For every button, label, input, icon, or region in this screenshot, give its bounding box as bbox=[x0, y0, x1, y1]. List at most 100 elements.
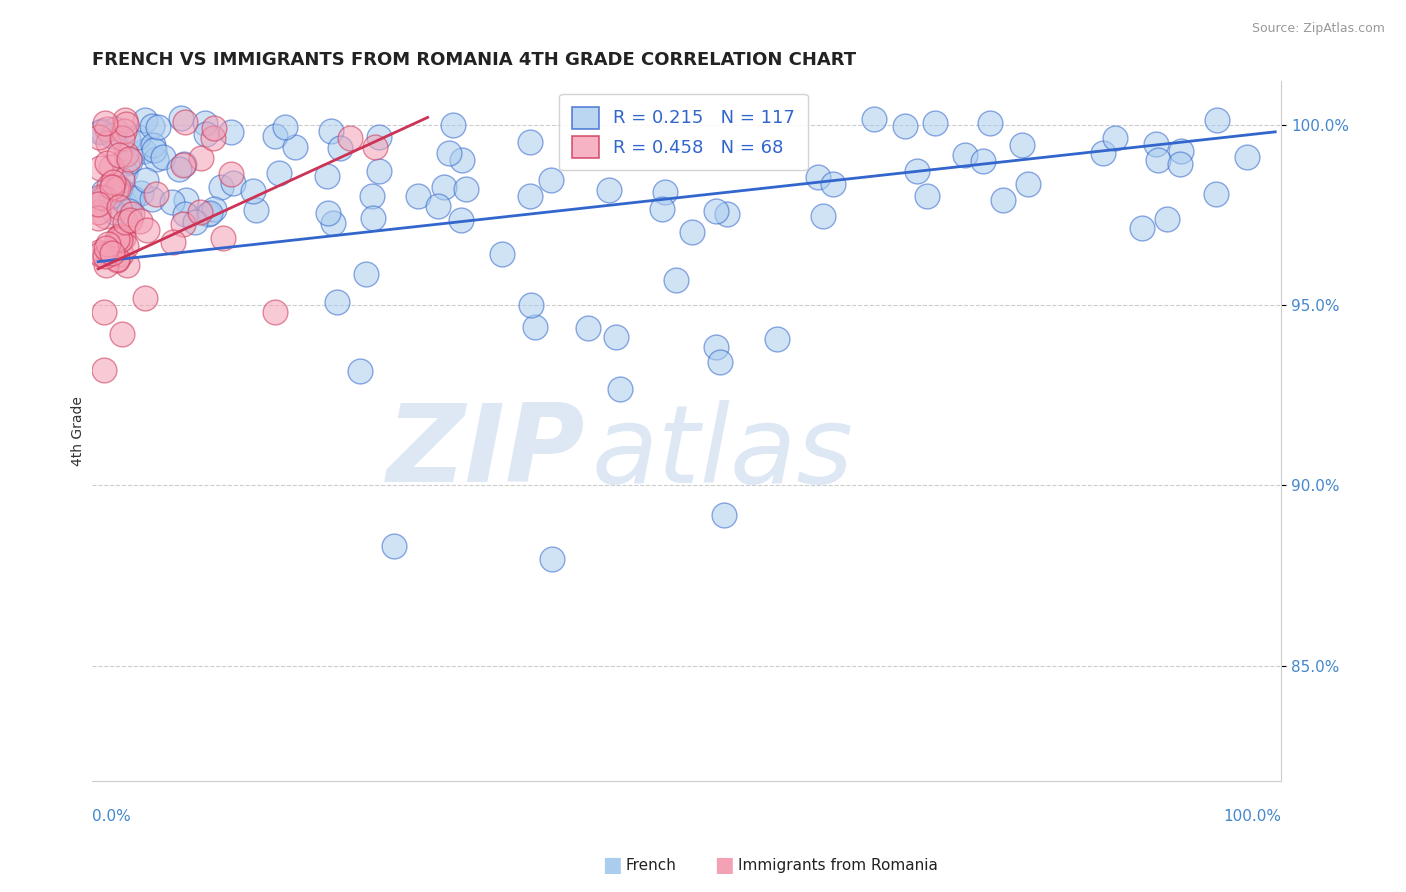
Point bbox=[267, 166, 290, 180]
Point bbox=[91, 124, 114, 138]
Point bbox=[118, 152, 141, 166]
Point bbox=[1092, 145, 1115, 160]
Point bbox=[245, 203, 267, 218]
Point bbox=[263, 305, 285, 319]
Point bbox=[96, 122, 118, 136]
Point bbox=[134, 291, 156, 305]
Point bbox=[94, 249, 117, 263]
Point bbox=[823, 178, 845, 192]
Point bbox=[1205, 187, 1227, 202]
Point bbox=[540, 173, 562, 187]
Point bbox=[713, 508, 735, 522]
Point bbox=[862, 112, 884, 126]
Point bbox=[120, 154, 142, 169]
Point bbox=[209, 180, 232, 194]
Point bbox=[111, 173, 134, 187]
Point bbox=[491, 246, 513, 260]
Point bbox=[354, 267, 377, 281]
Point bbox=[520, 298, 543, 312]
Point bbox=[195, 127, 218, 141]
Point bbox=[110, 326, 132, 341]
Point bbox=[349, 364, 371, 378]
Text: Immigrants from Romania: Immigrants from Romania bbox=[738, 858, 938, 872]
Point bbox=[96, 241, 118, 255]
Point bbox=[316, 205, 339, 219]
Text: FRENCH VS IMMIGRANTS FROM ROMANIA 4TH GRADE CORRELATION CHART: FRENCH VS IMMIGRANTS FROM ROMANIA 4TH GR… bbox=[93, 51, 856, 69]
Point bbox=[1236, 150, 1258, 164]
Point bbox=[893, 119, 915, 133]
Point bbox=[114, 215, 136, 229]
Point bbox=[991, 194, 1014, 208]
Point bbox=[115, 258, 138, 272]
Point bbox=[121, 207, 143, 221]
Point bbox=[188, 205, 211, 219]
Point bbox=[115, 239, 138, 253]
Point bbox=[1146, 153, 1168, 168]
Point bbox=[955, 148, 977, 162]
Point bbox=[408, 189, 430, 203]
Point bbox=[174, 193, 197, 207]
Point bbox=[89, 190, 111, 204]
Point bbox=[129, 186, 152, 200]
Text: atlas: atlas bbox=[592, 400, 853, 505]
Point bbox=[87, 130, 110, 145]
Point bbox=[219, 125, 242, 139]
Text: 100.0%: 100.0% bbox=[1223, 809, 1281, 824]
Point bbox=[98, 178, 121, 193]
Point bbox=[145, 187, 167, 202]
Point bbox=[97, 136, 120, 150]
Point bbox=[110, 247, 132, 261]
Point bbox=[94, 115, 117, 129]
Point bbox=[103, 204, 125, 219]
Point bbox=[101, 175, 124, 189]
Point bbox=[201, 131, 224, 145]
Point bbox=[979, 116, 1001, 130]
Point bbox=[319, 124, 342, 138]
Point bbox=[361, 211, 384, 225]
Point bbox=[437, 145, 460, 160]
Point bbox=[100, 188, 122, 202]
Point bbox=[222, 176, 245, 190]
Point bbox=[807, 169, 830, 184]
Point bbox=[104, 182, 127, 196]
Point bbox=[87, 245, 110, 260]
Point bbox=[609, 382, 631, 396]
Point bbox=[134, 112, 156, 127]
Point bbox=[339, 131, 361, 145]
Point bbox=[813, 209, 835, 223]
Point bbox=[450, 213, 472, 227]
Point bbox=[87, 197, 110, 211]
Point bbox=[105, 252, 128, 267]
Point bbox=[110, 229, 132, 244]
Point bbox=[117, 156, 139, 170]
Point bbox=[143, 143, 166, 157]
Point bbox=[427, 199, 450, 213]
Point bbox=[212, 231, 235, 245]
Point bbox=[368, 130, 391, 145]
Legend: R = 0.215   N = 117, R = 0.458   N = 68: R = 0.215 N = 117, R = 0.458 N = 68 bbox=[560, 94, 807, 170]
Point bbox=[141, 120, 163, 134]
Point bbox=[114, 165, 136, 179]
Point bbox=[97, 246, 120, 260]
Point bbox=[681, 225, 703, 239]
Point bbox=[173, 115, 195, 129]
Point bbox=[924, 115, 946, 129]
Point bbox=[433, 179, 456, 194]
Point bbox=[972, 154, 994, 169]
Point bbox=[361, 188, 384, 202]
Point bbox=[104, 122, 127, 136]
Point bbox=[716, 207, 738, 221]
Point bbox=[97, 237, 120, 252]
Point bbox=[219, 167, 242, 181]
Text: ■: ■ bbox=[602, 855, 621, 875]
Point bbox=[89, 126, 111, 140]
Point bbox=[363, 140, 385, 154]
Point bbox=[578, 321, 600, 335]
Point bbox=[145, 152, 167, 166]
Point bbox=[704, 340, 727, 354]
Point bbox=[152, 150, 174, 164]
Point bbox=[605, 330, 627, 344]
Point bbox=[194, 116, 217, 130]
Point bbox=[1170, 144, 1192, 158]
Point bbox=[523, 320, 546, 334]
